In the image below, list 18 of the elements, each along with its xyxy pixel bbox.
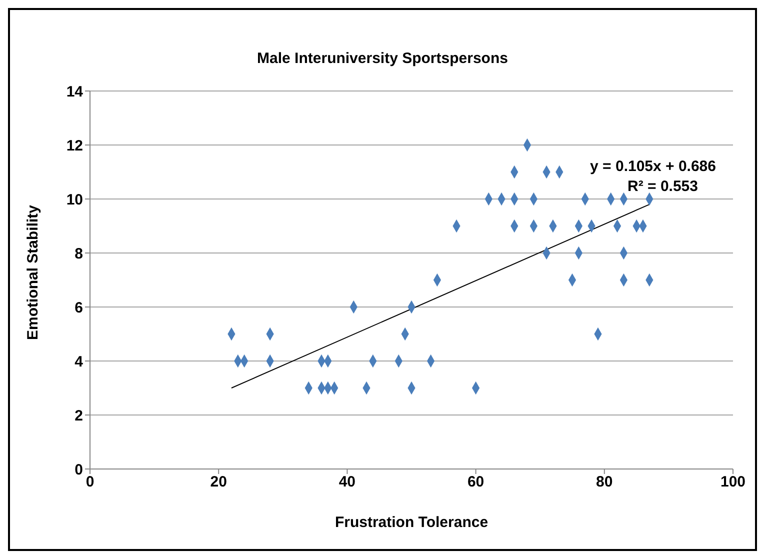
chart-title: Male Interuniversity Sportspersons <box>256 50 509 67</box>
y-tick-label: 4 <box>74 353 84 370</box>
y-tick-label: 2 <box>74 407 83 424</box>
y-tick-label: 10 <box>66 191 83 208</box>
y-tick-label: 14 <box>66 83 84 100</box>
y-tick-label: 12 <box>66 137 83 154</box>
y-tick-label: 8 <box>74 245 83 262</box>
x-axis-title: Frustration Tolerance <box>334 514 488 531</box>
x-tick-label: 40 <box>338 474 356 491</box>
y-axis-title: Emotional Stability <box>24 204 42 340</box>
annotation: y = 0.105x + 0.686 <box>589 158 716 175</box>
y-tick-label: 0 <box>74 461 83 478</box>
y-tick-label: 6 <box>74 299 83 316</box>
annotation: R² = 0.553 <box>628 178 698 195</box>
x-tick-label: 60 <box>467 474 484 491</box>
x-tick-label: 80 <box>596 474 613 491</box>
x-tick-label: 100 <box>720 474 746 491</box>
x-tick-label: 20 <box>210 474 227 491</box>
